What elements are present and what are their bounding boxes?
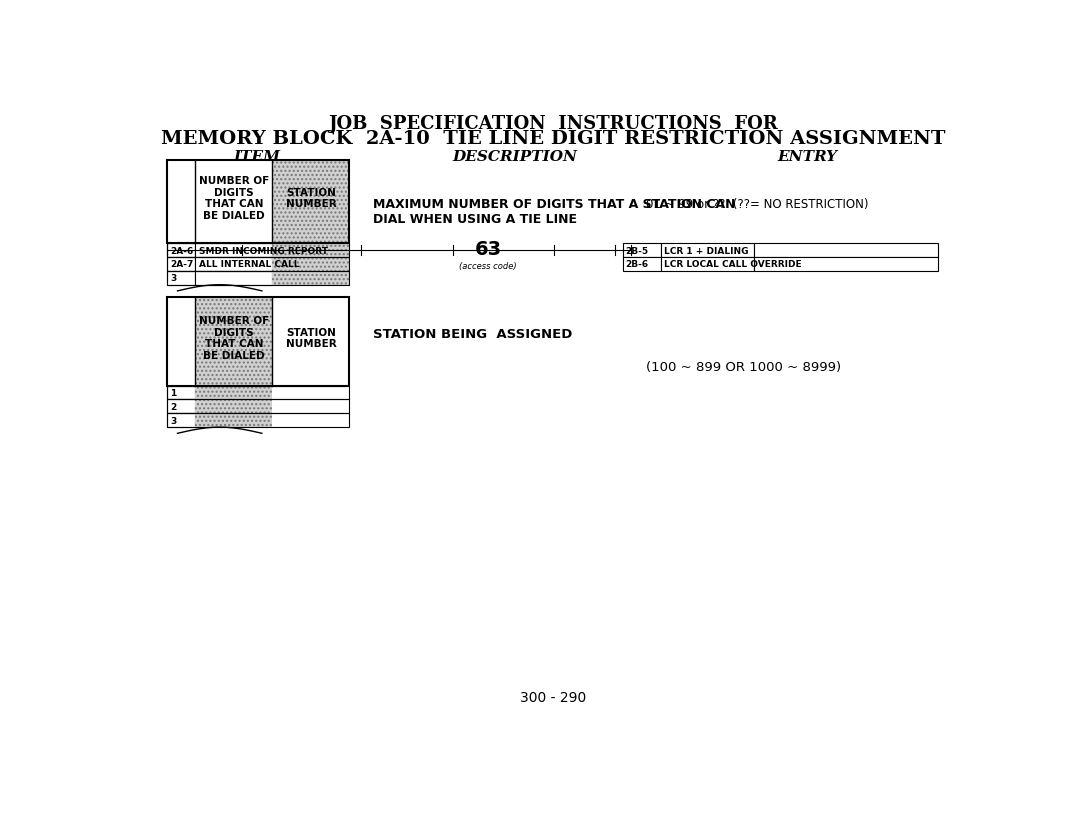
Bar	[623, 244, 661, 258]
Bar	[167, 160, 350, 244]
Bar	[167, 298, 350, 386]
Bar	[167, 400, 350, 414]
Text: STATION BEING  ASSIGNED: STATION BEING ASSIGNED	[373, 328, 572, 341]
Bar	[195, 400, 272, 414]
Bar	[272, 160, 350, 244]
Bar	[195, 244, 272, 258]
Text: 2B-6: 2B-6	[625, 261, 648, 269]
Bar	[272, 414, 350, 428]
Text: LCR 1 + DIALING: LCR 1 + DIALING	[664, 246, 748, 256]
Text: MEMORY BLOCK  2A-10  TIE LINE DIGIT RESTRICTION ASSIGNMENT: MEMORY BLOCK 2A-10 TIE LINE DIGIT RESTRI…	[161, 130, 946, 148]
Bar	[272, 258, 350, 271]
Text: MAXIMUM NUMBER OF DIGITS THAT A STATION CAN
DIAL WHEN USING A TIE LINE: MAXIMUM NUMBER OF DIGITS THAT A STATION …	[373, 198, 735, 226]
Text: ENTRY: ENTRY	[778, 150, 838, 164]
Text: 01 ~ 99 or ??  (??= NO RESTRICTION): 01 ~ 99 or ?? (??= NO RESTRICTION)	[646, 198, 868, 211]
Text: 300 - 290: 300 - 290	[521, 691, 586, 705]
Bar	[167, 271, 195, 285]
Bar	[167, 400, 195, 414]
Bar	[167, 414, 195, 428]
Text: DESCRIPTION: DESCRIPTION	[453, 150, 578, 164]
Text: 2B-5: 2B-5	[625, 246, 648, 256]
Bar	[195, 400, 272, 414]
Bar	[195, 386, 272, 400]
Text: LCR LOCAL CALL OVERRIDE: LCR LOCAL CALL OVERRIDE	[664, 261, 802, 269]
Text: JOB  SPECIFICATION  INSTRUCTIONS  FOR: JOB SPECIFICATION INSTRUCTIONS FOR	[328, 115, 779, 132]
Bar	[195, 271, 272, 285]
Bar	[195, 298, 272, 386]
Bar	[167, 258, 195, 271]
Bar	[272, 160, 350, 244]
Bar	[195, 298, 272, 386]
Bar	[661, 244, 754, 258]
Text: (access code): (access code)	[459, 261, 517, 270]
Text: STATION
NUMBER: STATION NUMBER	[285, 327, 336, 349]
Text: NUMBER OF
DIGITS
THAT CAN
BE DIALED: NUMBER OF DIGITS THAT CAN BE DIALED	[199, 176, 269, 221]
Bar	[167, 258, 350, 271]
Bar	[754, 244, 939, 258]
Bar	[272, 400, 350, 414]
Bar	[272, 271, 350, 285]
Text: SMDR INCOMING REPORT: SMDR INCOMING REPORT	[199, 246, 327, 256]
Text: 1: 1	[170, 389, 176, 398]
Bar	[272, 258, 350, 271]
Bar	[167, 244, 350, 258]
Bar	[195, 386, 272, 400]
Text: STATION
NUMBER: STATION NUMBER	[285, 188, 336, 209]
Text: 63: 63	[474, 240, 501, 259]
Bar	[167, 386, 195, 400]
Bar	[623, 258, 661, 271]
Bar	[272, 386, 350, 400]
Text: ITEM: ITEM	[233, 150, 281, 164]
Bar	[754, 258, 939, 271]
Text: 3: 3	[170, 274, 176, 283]
Text: 2: 2	[170, 403, 176, 411]
Bar	[272, 244, 350, 258]
Text: NUMBER OF
DIGITS
THAT CAN
BE DIALED: NUMBER OF DIGITS THAT CAN BE DIALED	[199, 316, 269, 361]
Bar	[195, 414, 272, 428]
Bar	[272, 244, 350, 258]
Bar	[661, 258, 754, 271]
Text: 3: 3	[170, 416, 176, 425]
Bar	[167, 271, 350, 285]
Bar	[167, 160, 195, 244]
Bar	[167, 414, 350, 428]
Bar	[195, 258, 272, 271]
Bar	[272, 298, 350, 386]
Bar	[167, 386, 350, 400]
Text: 2A-6: 2A-6	[170, 246, 193, 256]
Bar	[167, 244, 195, 258]
Text: ALL INTERNAL CALL: ALL INTERNAL CALL	[199, 261, 299, 269]
Text: 2A-7: 2A-7	[170, 261, 193, 269]
Bar	[195, 414, 272, 428]
Bar	[167, 298, 195, 386]
Bar	[272, 271, 350, 285]
Text: (100 ~ 899 OR 1000 ~ 8999): (100 ~ 899 OR 1000 ~ 8999)	[646, 361, 841, 373]
Bar	[195, 160, 272, 244]
